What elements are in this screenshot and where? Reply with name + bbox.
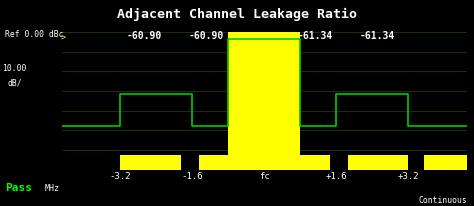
Bar xyxy=(269,155,329,170)
Bar xyxy=(424,155,467,170)
Text: Continuous: Continuous xyxy=(418,195,467,204)
Text: MHz: MHz xyxy=(45,183,60,192)
Text: -60.90: -60.90 xyxy=(127,31,162,41)
Text: -60.90: -60.90 xyxy=(189,31,224,41)
Text: -61.34: -61.34 xyxy=(359,31,394,41)
Text: Adjacent Channel Leakage Ratio: Adjacent Channel Leakage Ratio xyxy=(117,7,357,20)
Text: dB/: dB/ xyxy=(7,78,22,87)
Bar xyxy=(199,155,260,170)
Text: -61.34: -61.34 xyxy=(298,31,333,41)
Text: >: > xyxy=(61,33,66,42)
Text: Ref 0.00 dBc: Ref 0.00 dBc xyxy=(5,29,63,39)
Bar xyxy=(347,155,408,170)
Text: Pass: Pass xyxy=(5,183,32,192)
Bar xyxy=(228,33,301,170)
Text: 10.00: 10.00 xyxy=(2,63,27,73)
Bar xyxy=(120,155,181,170)
